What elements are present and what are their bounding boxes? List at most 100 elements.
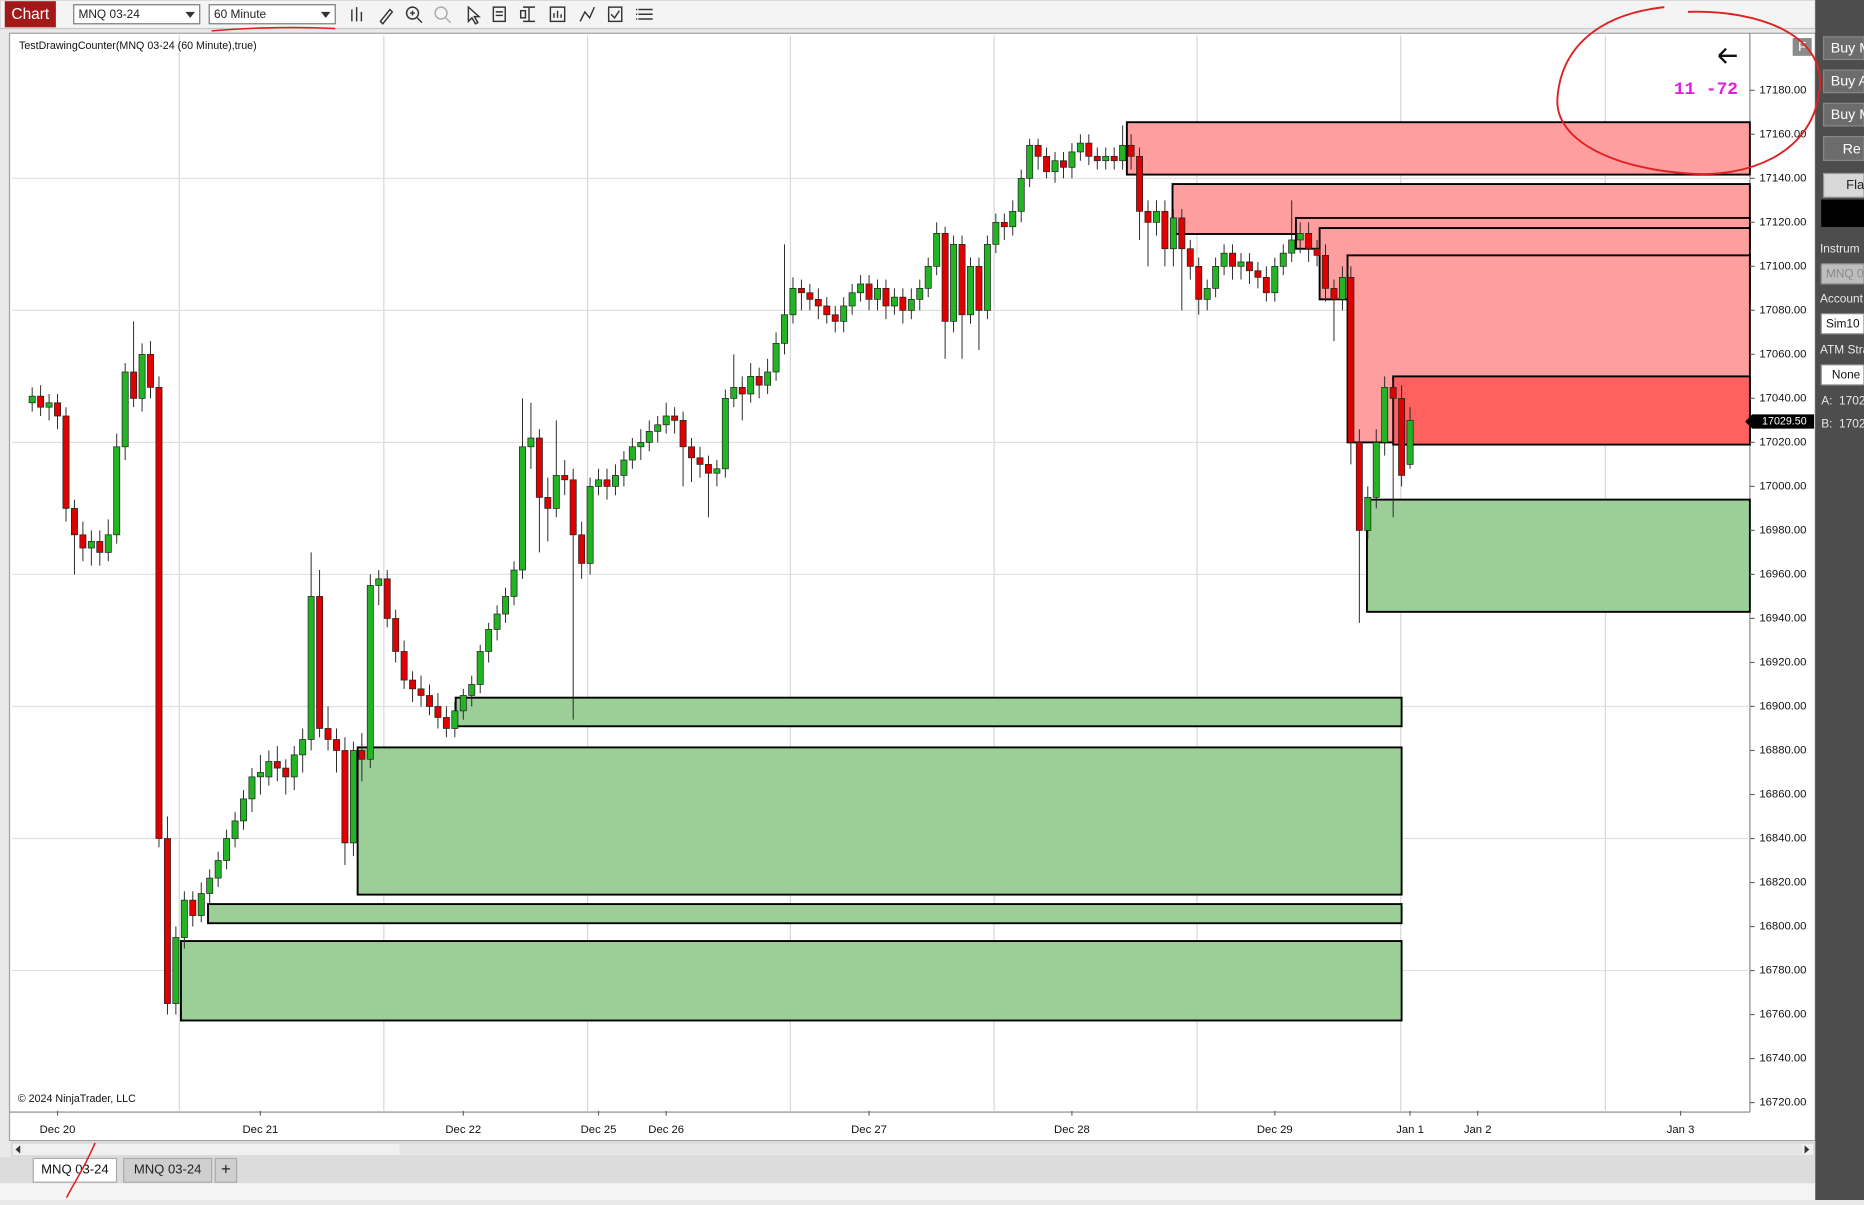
candle-body [882, 288, 890, 307]
candle-body [180, 899, 188, 938]
candle-body [958, 243, 966, 316]
account-select-text[interactable]: Sim10 [1826, 316, 1860, 330]
candle-body [1245, 261, 1253, 272]
add-tab-label[interactable]: + [221, 1160, 231, 1179]
candle-body [282, 767, 290, 778]
y-tick-label: 16820.00 [1759, 877, 1806, 889]
candle-body [789, 288, 797, 316]
candle-body [755, 376, 763, 386]
interval-select-label[interactable]: 60 Minute [214, 7, 267, 21]
buy-button[interactable] [1822, 69, 1864, 94]
flatten-button[interactable] [1822, 172, 1864, 198]
candle-body [333, 739, 340, 751]
y-tick-label: 16860.00 [1759, 788, 1806, 800]
y-tick-label: 16760.00 [1759, 1009, 1806, 1021]
candle-body [645, 431, 653, 443]
candle-body [231, 820, 239, 839]
candle-body [992, 221, 1000, 245]
instrument-input[interactable] [1820, 263, 1864, 285]
buy-button-label[interactable]: Buy M [1831, 107, 1864, 123]
indicator-title: TestDrawingCounter(MNQ 03-24 (60 Minute)… [19, 40, 257, 52]
instrument-select[interactable] [73, 4, 201, 25]
candle-body [544, 497, 552, 509]
candle-body [1093, 155, 1101, 162]
toolbar-icons[interactable] [351, 5, 653, 25]
candle-body [197, 893, 205, 916]
chart-button[interactable] [4, 1, 56, 28]
interval-select[interactable] [208, 4, 336, 25]
candle-body [1009, 210, 1017, 228]
candle-body [561, 475, 569, 481]
order-entry: Buy M Buy A Buy M Re Fla Instrum MNQ 0 A… [1820, 36, 1864, 430]
atm-select-text[interactable]: None [1832, 368, 1861, 382]
candle-body [392, 618, 400, 652]
buy-button[interactable] [1822, 36, 1864, 60]
y-tick-label: 17060.00 [1759, 348, 1806, 360]
candle-body [1051, 160, 1059, 173]
f-button[interactable] [1792, 38, 1812, 56]
candle-body [172, 937, 180, 1004]
candle-body [299, 739, 307, 756]
candle-body [1144, 210, 1152, 223]
tab[interactable] [123, 1157, 213, 1183]
scrollbar-thumb[interactable] [399, 1144, 1803, 1155]
reverse-button[interactable] [1822, 136, 1864, 161]
candle-body [1169, 217, 1177, 250]
bid-value: 1702 [1839, 416, 1864, 430]
ask-value: 1702 [1839, 394, 1864, 408]
candle-body [637, 442, 645, 448]
y-tick-label: 16900.00 [1759, 700, 1806, 712]
x-tick-label: Jan 1 [1396, 1124, 1424, 1136]
reverse-button-label[interactable]: Re [1843, 141, 1861, 157]
buy-button-label[interactable]: Buy M [1831, 40, 1864, 56]
tab-label[interactable]: MNQ 03-24 [134, 1162, 202, 1177]
instrument-input-text[interactable]: MNQ 0 [1826, 267, 1864, 281]
flatten-button-label[interactable]: Fla [1846, 177, 1864, 192]
candle-body [569, 479, 577, 536]
candle-body [510, 569, 518, 597]
instrument-select-label[interactable]: MNQ 03-24 [78, 7, 140, 21]
candle-body [459, 695, 467, 712]
candle-body [983, 243, 991, 311]
y-tick-label: 17000.00 [1759, 480, 1806, 492]
add-tab-button[interactable] [214, 1157, 238, 1183]
candle-body [37, 395, 45, 408]
candle-body [586, 486, 594, 564]
candle-body [1110, 155, 1118, 162]
candle-body [240, 798, 247, 822]
candle-body [764, 371, 772, 386]
atm-select[interactable] [1820, 364, 1864, 386]
candle-body [1043, 155, 1051, 173]
dropdown-arrow [185, 11, 195, 18]
copyright: © 2024 NinjaTrader, LLC [18, 1093, 136, 1105]
candle-body [138, 354, 146, 399]
tab-label[interactable]: MNQ 03-24 [41, 1162, 109, 1177]
candle-body [256, 772, 264, 778]
chart-button-label[interactable]: Chart [11, 6, 49, 23]
candle-body [967, 265, 974, 316]
buy-button-label[interactable]: Buy A [1831, 74, 1864, 90]
candle-body [1406, 420, 1414, 465]
candle-body [721, 398, 729, 470]
candle-body [535, 437, 543, 498]
account-select[interactable] [1820, 313, 1864, 335]
y-tick-label: 16920.00 [1759, 656, 1806, 668]
candle-body [1229, 252, 1236, 267]
y-tick-label: 16960.00 [1759, 568, 1806, 580]
candle-body [1389, 387, 1397, 399]
buy-button[interactable] [1822, 102, 1864, 127]
candle-body [426, 695, 433, 707]
candle-body [316, 596, 324, 729]
candle-body [907, 299, 915, 311]
zone [356, 746, 1403, 896]
x-tick-label: Dec 21 [243, 1124, 279, 1136]
position-display [1821, 199, 1864, 227]
candle-body [265, 761, 273, 778]
annotation-mark [65, 1142, 96, 1198]
ask-label: A: [1821, 394, 1832, 408]
f-button-label[interactable]: F [1798, 39, 1806, 54]
back-arrow[interactable] [1718, 47, 1737, 64]
zone [1125, 121, 1751, 176]
instrument-label: Instrum [1820, 242, 1860, 256]
candle-body [341, 750, 349, 844]
